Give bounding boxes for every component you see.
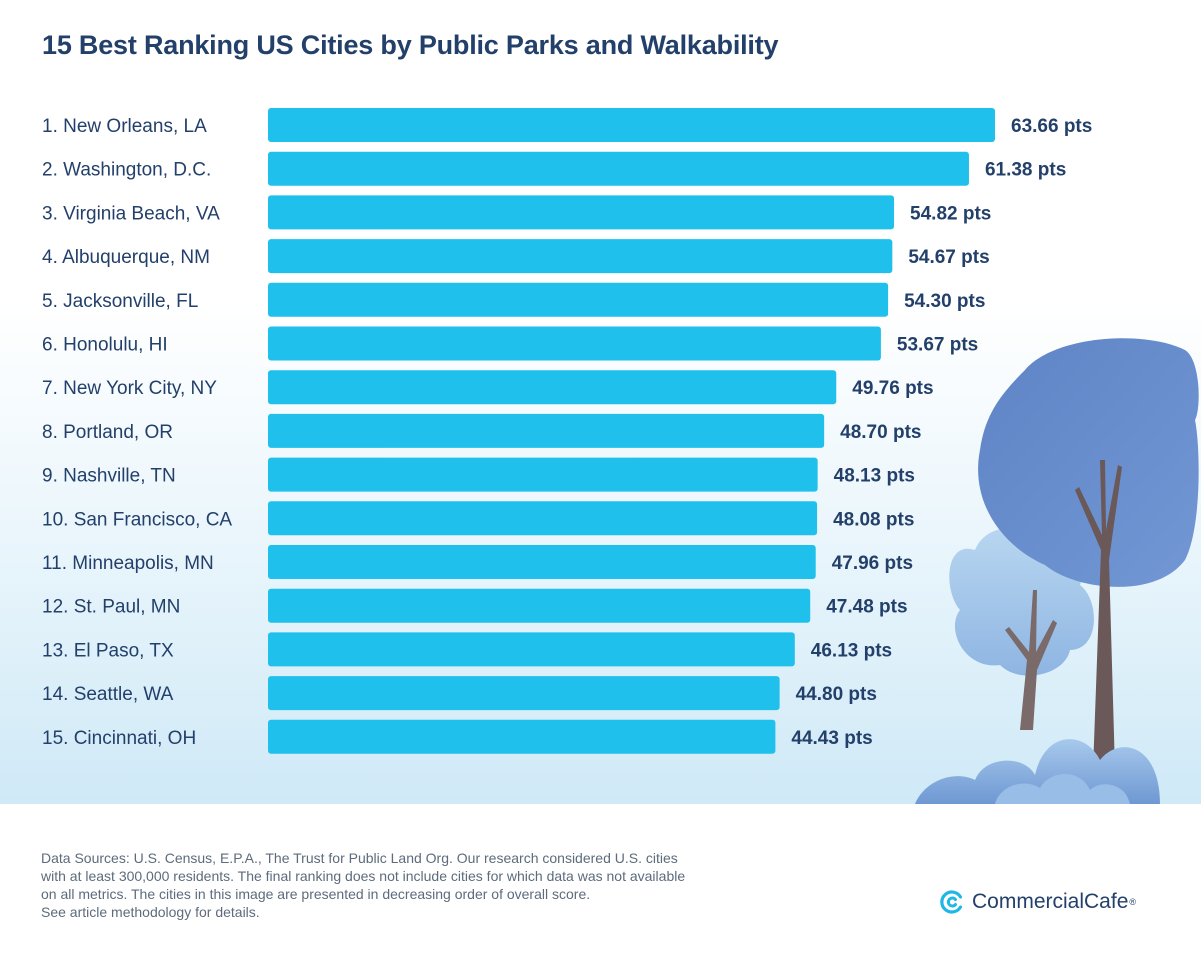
bar-chart: 1. New Orleans, LA 63.66 pts 2. Washington…	[42, 108, 1092, 754]
value-label: 53.67 pts	[897, 335, 978, 356]
brand-logo: CommercialCafe ®	[940, 890, 1136, 914]
category-label: 2. Washington, D.C.	[42, 160, 211, 181]
value-label: 44.43 pts	[791, 728, 872, 749]
footer-line: with at least 300,000 residents. The fin…	[41, 868, 686, 884]
category-label: 11. Minneapolis, MN	[42, 553, 214, 574]
value-label: 54.30 pts	[904, 291, 985, 312]
value-label: 54.82 pts	[910, 203, 991, 224]
value-label: 48.70 pts	[840, 422, 921, 443]
registered-mark: ®	[1129, 897, 1137, 907]
category-label: 7. New York City, NY	[42, 378, 217, 399]
data-sources-note: Data Sources: U.S. Census, E.P.A., The T…	[41, 849, 801, 921]
chart-title: 15 Best Ranking US Cities by Public Park…	[42, 30, 779, 60]
category-label: 9. Nashville, TN	[42, 466, 176, 487]
bar	[268, 719, 776, 754]
value-label: 54.67 pts	[908, 247, 989, 268]
bar	[268, 588, 811, 623]
tree-illustration	[915, 338, 1199, 804]
value-label: 47.48 pts	[826, 597, 907, 618]
commercialcafe-logo-icon	[940, 890, 963, 914]
footer-line: on all metrics. The cities in this image…	[41, 886, 591, 902]
value-label: 44.80 pts	[796, 684, 877, 705]
bar	[268, 676, 780, 711]
category-label: 15. Cincinnati, OH	[42, 728, 196, 749]
value-label: 49.76 pts	[852, 378, 933, 399]
category-label: 10. San Francisco, CA	[42, 509, 232, 530]
category-label: 14. Seattle, WA	[42, 684, 174, 705]
bar	[268, 457, 818, 492]
category-label: 13. El Paso, TX	[42, 640, 174, 661]
category-label: 8. Portland, OR	[42, 422, 173, 443]
value-label: 48.08 pts	[833, 509, 914, 530]
category-label: 6. Honolulu, HI	[42, 335, 168, 356]
bar	[268, 545, 816, 579]
bar	[268, 632, 795, 667]
value-label: 61.38 pts	[985, 160, 1066, 181]
bar	[268, 195, 895, 230]
category-label: 5. Jacksonville, FL	[42, 291, 198, 312]
brand-name: CommercialCafe	[972, 890, 1129, 913]
category-label: 3. Virginia Beach, VA	[42, 203, 220, 224]
bar	[268, 370, 837, 405]
value-label: 48.13 pts	[834, 466, 915, 487]
bar	[268, 108, 995, 142]
footer-line: Data Sources: U.S. Census, E.P.A., The T…	[41, 850, 678, 866]
value-label: 47.96 pts	[832, 553, 913, 574]
value-label: 46.13 pts	[811, 640, 892, 661]
bar	[268, 282, 889, 317]
bar	[268, 151, 969, 186]
bar	[268, 326, 881, 361]
category-label: 12. St. Paul, MN	[42, 597, 180, 618]
footer-line: See article methodology for details.	[41, 904, 260, 920]
category-label: 1. New Orleans, LA	[42, 116, 207, 137]
category-label: 4. Albuquerque, NM	[42, 247, 210, 268]
bar	[268, 239, 893, 274]
bar	[268, 501, 818, 536]
value-label: 63.66 pts	[1011, 116, 1092, 137]
bar	[268, 413, 825, 448]
